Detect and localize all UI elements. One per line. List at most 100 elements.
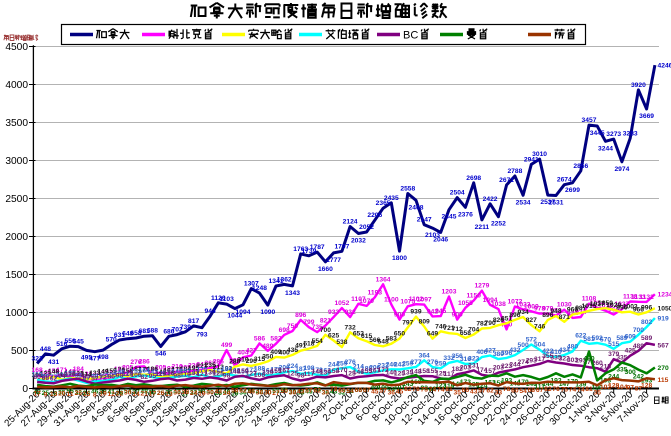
- svg-text:2124: 2124: [343, 219, 358, 226]
- svg-text:2788: 2788: [507, 168, 522, 175]
- svg-text:1362: 1362: [277, 276, 292, 283]
- svg-text:1193: 1193: [368, 289, 383, 296]
- svg-text:3669: 3669: [639, 113, 654, 120]
- svg-text:996: 996: [641, 304, 652, 311]
- svg-text:1364: 1364: [376, 276, 391, 283]
- svg-text:43: 43: [470, 389, 478, 396]
- svg-text:56: 56: [231, 388, 239, 395]
- svg-text:215: 215: [600, 364, 611, 371]
- svg-text:2698: 2698: [466, 175, 481, 182]
- svg-text:54: 54: [519, 388, 527, 395]
- svg-text:427: 427: [246, 348, 257, 355]
- svg-text:945: 945: [435, 308, 446, 315]
- svg-text:817: 817: [188, 318, 199, 325]
- svg-text:30: 30: [264, 390, 272, 397]
- svg-text:567: 567: [658, 342, 669, 349]
- svg-text:57: 57: [305, 388, 313, 395]
- svg-text:649: 649: [427, 331, 438, 338]
- svg-text:2435: 2435: [384, 195, 399, 202]
- svg-text:538: 538: [336, 339, 347, 346]
- svg-text:1103: 1103: [219, 296, 234, 303]
- svg-text:944: 944: [205, 308, 216, 315]
- svg-text:2674: 2674: [557, 177, 572, 184]
- svg-text:498: 498: [97, 354, 108, 361]
- svg-text:74: 74: [569, 386, 577, 393]
- svg-text:43: 43: [297, 389, 305, 396]
- svg-text:62: 62: [239, 387, 247, 394]
- svg-text:62: 62: [486, 387, 494, 394]
- svg-text:30: 30: [206, 390, 214, 397]
- svg-text:1052: 1052: [334, 300, 349, 307]
- svg-text:45: 45: [396, 389, 404, 396]
- svg-text:13: 13: [165, 391, 173, 398]
- svg-text:1090: 1090: [260, 309, 275, 316]
- svg-text:15: 15: [83, 391, 91, 398]
- svg-text:2504: 2504: [450, 190, 465, 197]
- svg-text:30: 30: [173, 390, 181, 397]
- svg-text:1038: 1038: [491, 301, 506, 308]
- svg-text:448: 448: [40, 346, 51, 353]
- svg-text:36: 36: [289, 389, 297, 396]
- svg-text:1343: 1343: [285, 290, 300, 297]
- svg-text:81: 81: [585, 386, 593, 393]
- svg-text:1203: 1203: [442, 289, 457, 296]
- svg-text:277: 277: [410, 359, 421, 366]
- svg-text:2206: 2206: [367, 212, 382, 219]
- svg-text:2211: 2211: [475, 224, 490, 231]
- svg-text:2468: 2468: [409, 204, 424, 211]
- svg-text:82: 82: [544, 386, 552, 393]
- svg-text:3445: 3445: [590, 130, 605, 137]
- svg-text:4246: 4246: [658, 63, 671, 70]
- svg-text:809: 809: [419, 319, 430, 326]
- svg-text:900: 900: [394, 312, 405, 319]
- svg-text:13: 13: [50, 391, 58, 398]
- svg-text:38: 38: [182, 389, 190, 396]
- svg-text:17: 17: [33, 391, 41, 398]
- svg-text:68: 68: [42, 375, 50, 382]
- svg-text:2534: 2534: [516, 199, 531, 206]
- svg-text:1660: 1660: [318, 266, 333, 273]
- svg-text:1777: 1777: [326, 257, 341, 264]
- svg-text:2531: 2531: [549, 200, 564, 207]
- svg-text:2345: 2345: [442, 214, 457, 221]
- svg-text:54: 54: [346, 388, 354, 395]
- svg-text:27: 27: [272, 390, 280, 397]
- svg-text:60: 60: [511, 387, 519, 394]
- svg-text:3283: 3283: [623, 130, 638, 137]
- svg-text:78: 78: [330, 386, 338, 393]
- svg-text:4000: 4000: [5, 80, 28, 91]
- svg-text:609: 609: [625, 334, 636, 341]
- svg-text:26: 26: [157, 390, 165, 397]
- svg-text:45: 45: [371, 389, 379, 396]
- svg-text:43: 43: [215, 389, 223, 396]
- svg-text:793: 793: [196, 332, 207, 339]
- svg-text:2422: 2422: [483, 196, 498, 203]
- svg-text:2856: 2856: [573, 163, 588, 170]
- svg-text:66: 66: [462, 387, 470, 394]
- svg-text:74: 74: [437, 386, 445, 393]
- svg-text:2376: 2376: [458, 211, 473, 218]
- svg-text:74: 74: [577, 386, 585, 393]
- svg-text:62: 62: [50, 375, 58, 382]
- svg-text:17: 17: [149, 391, 157, 398]
- svg-text:57: 57: [379, 388, 387, 395]
- svg-text:545: 545: [73, 339, 84, 346]
- svg-text:21: 21: [140, 390, 148, 397]
- svg-text:932: 932: [345, 309, 356, 316]
- svg-text:80: 80: [33, 374, 41, 381]
- svg-text:3010: 3010: [532, 151, 547, 158]
- svg-text:115: 115: [658, 377, 669, 384]
- svg-text:57: 57: [91, 376, 99, 383]
- svg-text:896: 896: [295, 312, 306, 319]
- svg-text:500: 500: [11, 346, 28, 357]
- svg-text:480: 480: [567, 344, 578, 351]
- svg-text:67: 67: [363, 387, 371, 394]
- svg-text:499: 499: [221, 342, 232, 349]
- svg-text:67: 67: [536, 387, 544, 394]
- svg-text:1055: 1055: [458, 300, 473, 307]
- svg-text:33: 33: [495, 390, 503, 397]
- svg-text:35: 35: [453, 389, 461, 396]
- svg-text:546: 546: [155, 351, 166, 358]
- svg-text:797: 797: [402, 319, 413, 326]
- svg-text:3244: 3244: [598, 145, 613, 152]
